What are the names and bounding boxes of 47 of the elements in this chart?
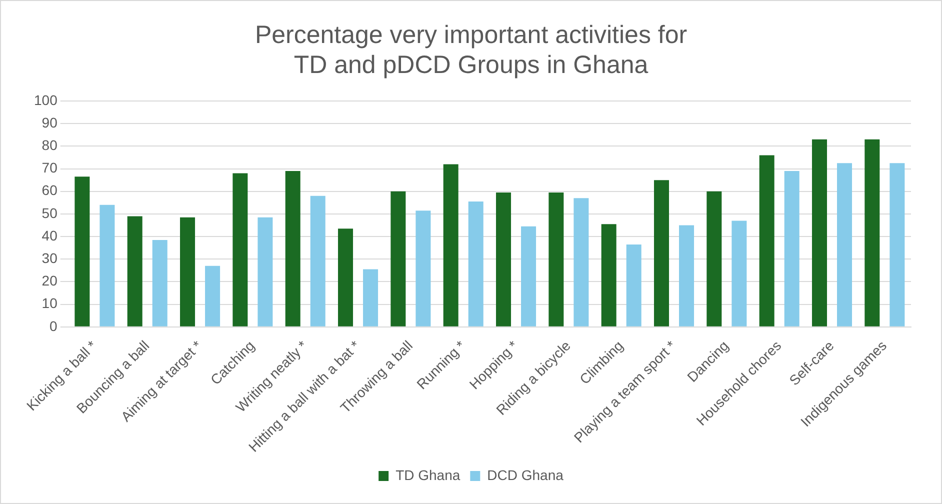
y-tick-label: 80 [42, 137, 58, 154]
legend-label: DCD Ghana [487, 466, 564, 483]
bar [363, 269, 378, 326]
bar [232, 173, 248, 326]
bar [574, 198, 589, 326]
bar [127, 216, 142, 326]
y-tick-label: 40 [42, 227, 58, 244]
bar [837, 163, 852, 326]
bar [706, 191, 722, 326]
y-tick-label: 0 [50, 318, 58, 334]
bar [285, 171, 300, 326]
bar [812, 139, 827, 326]
bar [890, 163, 905, 326]
y-tick-label: 30 [42, 250, 58, 266]
text: TD and pDCD Groups in Ghana [294, 50, 648, 79]
y-tick-label: 10 [42, 295, 58, 312]
legend-label: TD Ghana [396, 466, 460, 483]
bar [864, 139, 880, 326]
bar [205, 266, 220, 326]
bar [759, 155, 774, 326]
y-tick-label: 100 [34, 92, 58, 108]
y-tick-label: 60 [42, 182, 58, 198]
y-tick-label: 50 [42, 204, 58, 221]
bar [310, 196, 326, 326]
bar [521, 226, 536, 326]
bar [338, 228, 354, 326]
bar [390, 191, 406, 326]
bar [416, 210, 431, 326]
y-tick-label: 20 [42, 272, 58, 289]
bar [74, 176, 90, 326]
bar [496, 192, 512, 326]
bar [654, 180, 670, 326]
bar [443, 164, 458, 326]
bar [732, 220, 747, 326]
y-tick-label: 90 [42, 114, 58, 130]
bar [626, 244, 642, 326]
bar [548, 192, 564, 326]
bar [468, 202, 484, 326]
text: Percentage very important activities for [254, 20, 688, 49]
bar [601, 224, 616, 326]
bar [180, 217, 196, 326]
bar [152, 240, 168, 326]
bar [679, 225, 694, 326]
y-tick-label: 70 [42, 160, 58, 176]
bar [100, 204, 115, 326]
bar [784, 171, 800, 326]
bar [258, 217, 273, 326]
